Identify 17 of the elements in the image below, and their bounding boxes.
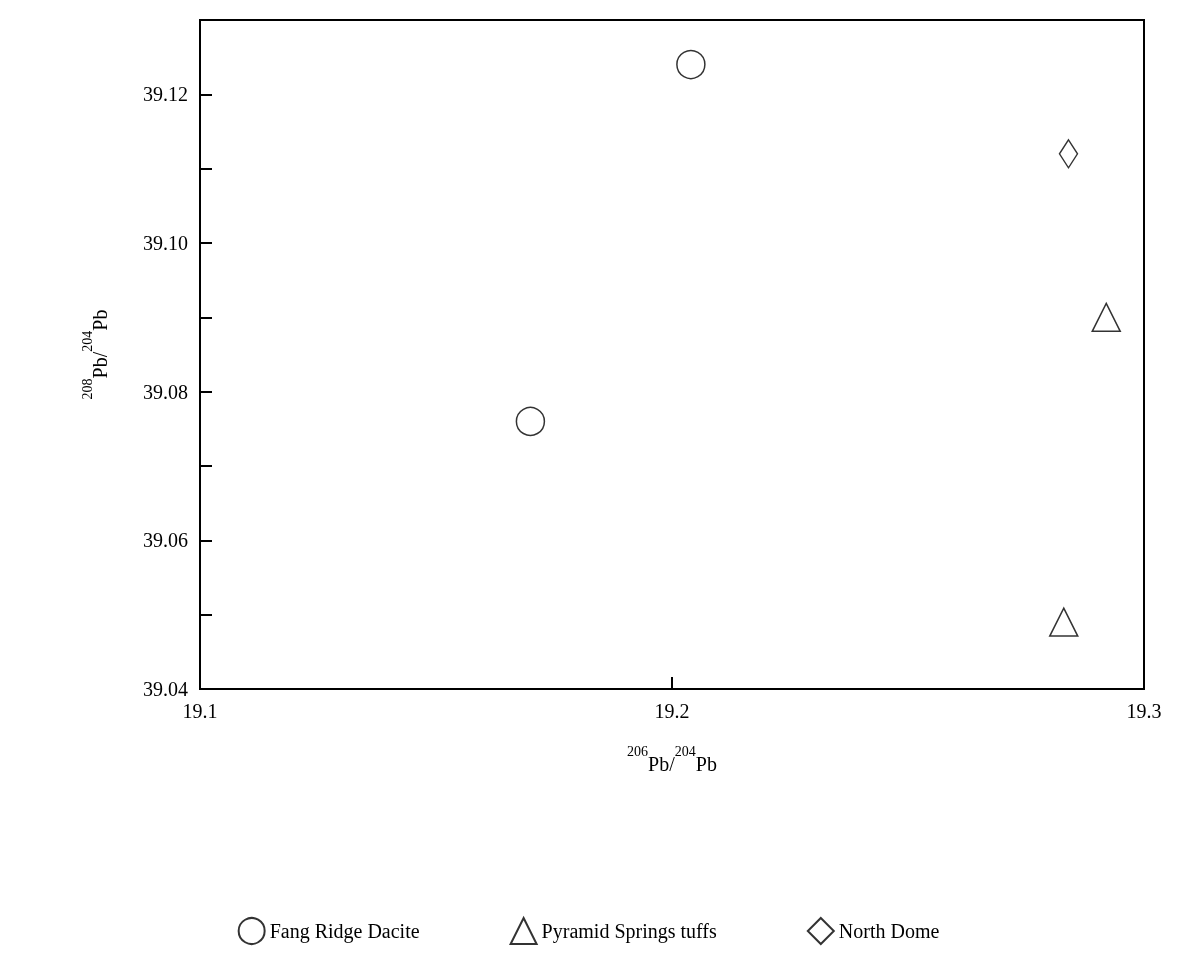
x-tick-label: 19.1 — [182, 700, 218, 722]
point — [1058, 139, 1079, 169]
y-tick-label: 39.12 — [143, 83, 188, 106]
x-tick-label: 19.3 — [1126, 700, 1162, 722]
point — [515, 406, 546, 437]
y-axis-title: 208Pb/204Pb — [79, 309, 111, 400]
legend-label: Fang Ridge Dacite — [269, 920, 420, 943]
y-tick-label: 39.06 — [143, 529, 188, 552]
point — [1049, 607, 1079, 637]
y-tick-label: 39.08 — [143, 380, 188, 403]
legend-label: Pyramid Springs tuffs — [541, 920, 718, 943]
legend-label: North Dome — [838, 920, 940, 942]
y-tick-label: 39.10 — [143, 232, 188, 254]
y-tick-label: 39.04 — [143, 678, 188, 700]
point — [1091, 302, 1121, 333]
point — [676, 49, 706, 80]
x-tick-label: 19.2 — [654, 700, 690, 722]
